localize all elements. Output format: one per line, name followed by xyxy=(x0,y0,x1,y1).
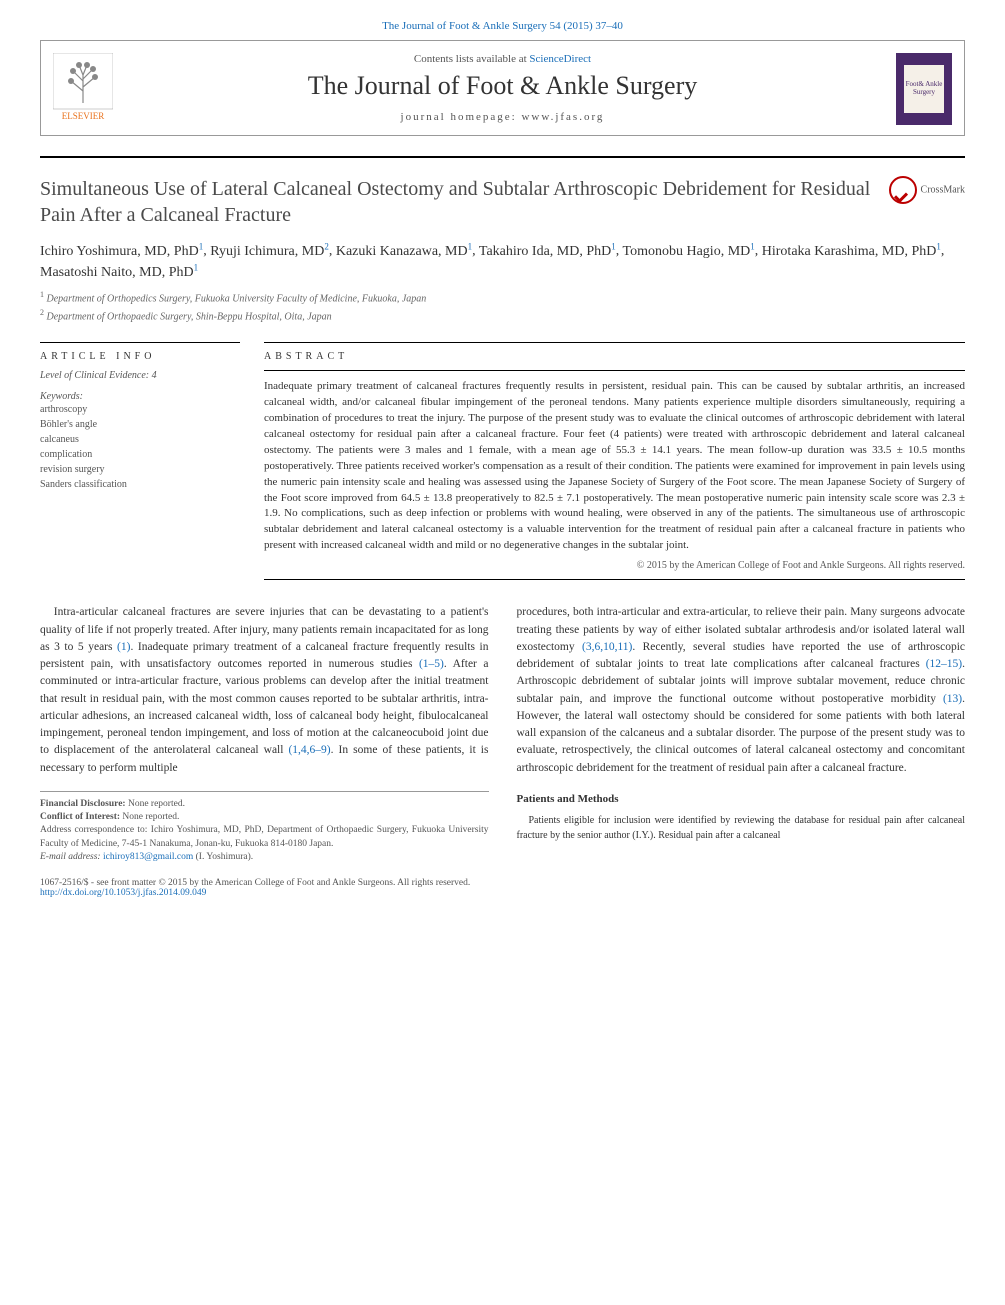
author: Hirotaka Karashima, MD, PhD1 xyxy=(762,244,941,259)
affiliation: 2 Department of Orthopaedic Surgery, Shi… xyxy=(40,307,965,324)
citation-link[interactable]: (12–15) xyxy=(926,658,962,670)
journal-header-box: ELSEVIER Foot& Ankle Surgery Contents li… xyxy=(40,40,965,136)
journal-homepage: journal homepage: www.jfas.org xyxy=(61,111,944,123)
keyword: Sanders classification xyxy=(40,477,240,492)
methods-paragraph: Patients eligible for inclusion were ide… xyxy=(517,813,966,843)
article-info-sidebar: ARTICLE INFO Level of Clinical Evidence:… xyxy=(40,342,240,580)
citation-link[interactable]: (1,4,6–9) xyxy=(288,744,330,756)
elsevier-logo: ELSEVIER xyxy=(53,53,113,123)
svg-text:ELSEVIER: ELSEVIER xyxy=(62,111,105,121)
keywords-list: arthroscopyBöhler's anglecalcaneuscompli… xyxy=(40,402,240,492)
correspondence-email: E-mail address: ichiroy813@gmail.com (I.… xyxy=(40,851,489,864)
abstract-text: Inadequate primary treatment of calcanea… xyxy=(264,370,965,554)
journal-name: The Journal of Foot & Ankle Surgery xyxy=(61,71,944,101)
conflict-of-interest: Conflict of Interest: None reported. xyxy=(40,811,489,824)
keyword: calcaneus xyxy=(40,432,240,447)
abstract-heading: ABSTRACT xyxy=(264,342,965,362)
header-rule xyxy=(40,156,965,158)
keywords-label: Keywords: xyxy=(40,391,240,402)
crossmark-badge[interactable]: CrossMark xyxy=(875,176,965,204)
citation-link[interactable]: (1) xyxy=(117,641,130,653)
contents-available-line: Contents lists available at ScienceDirec… xyxy=(61,53,944,65)
keyword: arthroscopy xyxy=(40,402,240,417)
footnotes-block: Financial Disclosure: None reported. Con… xyxy=(40,791,489,864)
journal-reference: The Journal of Foot & Ankle Surgery 54 (… xyxy=(40,20,965,32)
article-info-heading: ARTICLE INFO xyxy=(40,342,240,362)
body-paragraph-1: Intra-articular calcaneal fractures are … xyxy=(40,604,489,777)
abstract-bottom-rule xyxy=(264,579,965,580)
email-link[interactable]: ichiroy813@gmail.com xyxy=(103,852,193,862)
author: Tomonobu Hagio, MD1 xyxy=(623,244,755,259)
clinical-evidence-level: Level of Clinical Evidence: 4 xyxy=(40,370,240,381)
financial-disclosure: Financial Disclosure: None reported. xyxy=(40,798,489,811)
citation-link[interactable]: (3,6,10,11) xyxy=(582,641,632,653)
affiliation: 1 Department of Orthopedics Surgery, Fuk… xyxy=(40,289,965,306)
journal-cover-thumbnail: Foot& Ankle Surgery xyxy=(896,53,952,125)
keyword: complication xyxy=(40,447,240,462)
body-paragraph-2: procedures, both intra-articular and ext… xyxy=(517,604,966,777)
author: Masatoshi Naito, MD, PhD1 xyxy=(40,265,198,280)
author: Ichiro Yoshimura, MD, PhD1 xyxy=(40,244,203,259)
doi-link[interactable]: http://dx.doi.org/10.1053/j.jfas.2014.09… xyxy=(40,888,206,898)
correspondence-address: Address correspondence to: Ichiro Yoshim… xyxy=(40,824,489,851)
body-text: Intra-articular calcaneal fractures are … xyxy=(40,604,965,864)
citation-link[interactable]: (1–5) xyxy=(419,658,444,670)
author: Kazuki Kanazawa, MD1 xyxy=(336,244,472,259)
abstract-copyright: © 2015 by the American College of Foot a… xyxy=(264,560,965,571)
abstract-column: ABSTRACT Inadequate primary treatment of… xyxy=(264,342,965,580)
citation-link[interactable]: (13) xyxy=(943,693,962,705)
page-footer: 1067-2516/$ - see front matter © 2015 by… xyxy=(40,878,965,898)
crossmark-icon xyxy=(889,176,917,204)
author: Takahiro Ida, MD, PhD1 xyxy=(479,244,616,259)
patients-methods-heading: Patients and Methods xyxy=(517,791,966,808)
author: Ryuji Ichimura, MD2 xyxy=(210,244,329,259)
author-list: Ichiro Yoshimura, MD, PhD1, Ryuji Ichimu… xyxy=(40,240,965,283)
keyword: revision surgery xyxy=(40,462,240,477)
keyword: Böhler's angle xyxy=(40,417,240,432)
footer-copyright: 1067-2516/$ - see front matter © 2015 by… xyxy=(40,878,965,888)
article-title: Simultaneous Use of Lateral Calcaneal Os… xyxy=(40,176,875,228)
sciencedirect-link[interactable]: ScienceDirect xyxy=(529,53,591,65)
affiliations: 1 Department of Orthopedics Surgery, Fuk… xyxy=(40,289,965,324)
